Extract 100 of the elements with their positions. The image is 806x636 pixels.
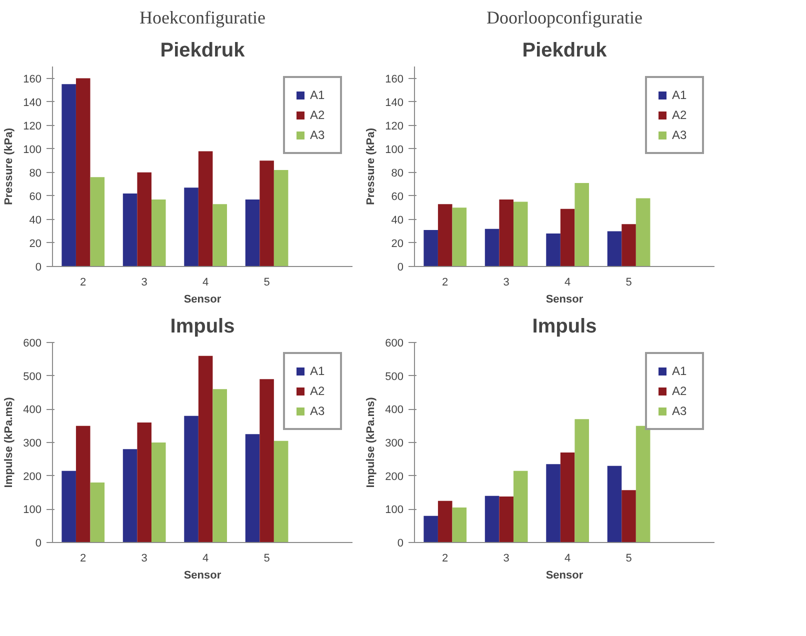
x-tick-label: 3 — [503, 276, 510, 288]
y-tick-label: 400 — [23, 404, 42, 416]
y-tick-label: 600 — [385, 338, 404, 350]
bar — [212, 204, 227, 266]
x-axis-title: Sensor — [184, 294, 222, 306]
y-tick-label: 100 — [385, 504, 404, 516]
bar — [560, 208, 575, 266]
y-axis-title: Pressure (kPa) — [365, 128, 378, 206]
bar — [260, 379, 274, 542]
bar — [560, 452, 575, 542]
y-tick-label: 60 — [391, 190, 404, 203]
bar — [499, 199, 514, 266]
bar — [260, 160, 274, 266]
legend-label: A3 — [310, 404, 326, 418]
bar — [484, 496, 500, 542]
x-tick-label: 2 — [80, 276, 86, 288]
bar — [198, 356, 213, 542]
x-tick-label: 2 — [442, 552, 448, 564]
x-tick-label: 5 — [626, 552, 632, 564]
bar — [137, 172, 152, 266]
bar — [607, 466, 622, 542]
x-tick-label: 5 — [264, 552, 270, 564]
bar — [452, 208, 467, 266]
legend-label: A3 — [672, 128, 688, 142]
y-tick-label: 300 — [385, 438, 404, 450]
bar — [245, 434, 260, 542]
y-tick-label: 100 — [385, 144, 404, 156]
y-tick-label: 140 — [385, 96, 404, 109]
bar — [499, 496, 514, 542]
chart-title: Doorloopconfiguratie — [486, 8, 642, 28]
y-tick-label: 200 — [23, 470, 42, 483]
legend-label: A2 — [310, 108, 326, 122]
legend-label: A1 — [310, 88, 326, 102]
bar — [607, 231, 622, 266]
chart-title: Impuls — [532, 316, 597, 338]
bar — [137, 422, 152, 542]
bar — [484, 228, 500, 266]
bar — [513, 202, 528, 266]
y-tick-label: 160 — [385, 73, 404, 86]
bar — [122, 194, 138, 266]
legend-label: A3 — [310, 128, 326, 142]
legend-label: A2 — [672, 384, 688, 398]
bar — [622, 224, 636, 266]
y-tick-label: 40 — [29, 214, 42, 226]
bar — [76, 426, 90, 542]
bar — [424, 516, 438, 542]
y-tick-label: 80 — [391, 167, 404, 180]
chart-title: Hoekconfiguratie — [140, 8, 266, 28]
y-tick-label: 0 — [35, 538, 42, 550]
y-tick-label: 20 — [29, 238, 42, 250]
bar — [184, 416, 198, 542]
x-tick-label: 4 — [202, 276, 209, 288]
bar — [636, 426, 650, 542]
bar — [151, 199, 166, 266]
y-tick-label: 20 — [391, 238, 404, 250]
x-tick-label: 3 — [503, 552, 510, 564]
y-tick-label: 100 — [23, 144, 42, 156]
y-tick-label: 0 — [397, 262, 404, 274]
bar — [184, 188, 198, 266]
legend-label: A1 — [672, 88, 688, 102]
bar — [546, 234, 560, 266]
y-tick-label: 0 — [397, 538, 404, 550]
bar — [438, 204, 452, 266]
bar — [76, 78, 90, 266]
chart-subtitle: Piekdruk — [160, 40, 246, 62]
chart-title: Impuls — [170, 316, 235, 338]
y-axis-title: Impulse (kPa.ms) — [3, 396, 16, 488]
bar — [90, 177, 105, 266]
bar — [90, 482, 105, 542]
x-tick-label: 3 — [141, 552, 148, 564]
bar — [212, 389, 227, 542]
chart-subtitle: Piekdruk — [522, 40, 608, 62]
y-tick-label: 120 — [385, 120, 404, 132]
x-tick-label: 5 — [626, 276, 632, 288]
legend-label: A1 — [310, 364, 326, 378]
bar — [274, 440, 288, 542]
x-tick-label: 4 — [564, 552, 571, 564]
y-tick-label: 500 — [23, 370, 42, 383]
bar — [245, 199, 260, 266]
bar — [636, 198, 650, 266]
y-tick-label: 80 — [29, 167, 42, 180]
bar — [438, 500, 452, 542]
bar — [452, 508, 467, 542]
x-tick-label: 2 — [80, 552, 86, 564]
bar — [574, 419, 589, 542]
y-tick-label: 160 — [23, 73, 42, 86]
x-axis-title: Sensor — [546, 294, 584, 306]
y-axis-title: Pressure (kPa) — [3, 128, 16, 206]
bar — [62, 470, 76, 542]
bar — [574, 182, 589, 266]
x-tick-label: 4 — [564, 276, 571, 288]
y-tick-label: 400 — [385, 404, 404, 416]
y-tick-label: 40 — [391, 214, 404, 226]
y-tick-label: 500 — [385, 370, 404, 383]
y-tick-label: 0 — [35, 262, 42, 274]
legend-label: A2 — [672, 108, 688, 122]
y-tick-label: 140 — [23, 96, 42, 109]
y-tick-label: 60 — [29, 190, 42, 203]
bar — [513, 470, 528, 542]
legend-label: A1 — [672, 364, 688, 378]
